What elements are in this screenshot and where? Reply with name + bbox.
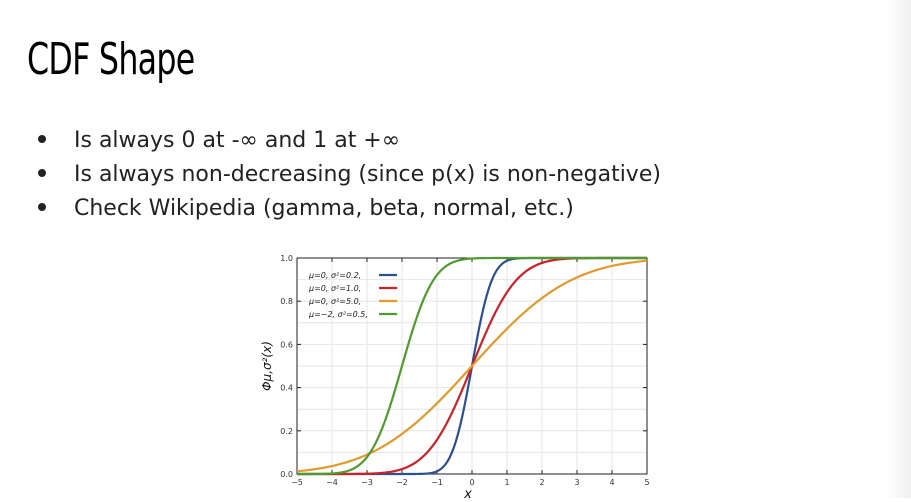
page-title: CDF Shape — [27, 34, 195, 85]
x-tick-label: 4 — [609, 478, 614, 487]
y-tick-label: 0.2 — [280, 427, 293, 436]
bullet-text: Is always 0 at -∞ and 1 at +∞ — [74, 128, 401, 153]
y-axis-label: Φμ,σ²(x) — [260, 341, 274, 391]
x-tick-label: 5 — [644, 478, 649, 487]
slide-edge-shadow — [887, 0, 911, 498]
legend-entry-label: μ=0, σ²=5.0, — [308, 297, 361, 306]
cdf-chart-svg: −5 −4 −3 −2 −1 0 1 2 3 4 5 0.0 0.2 0.4 0.6 0.8 1.0 x Φμ,σ²… — [260, 254, 650, 502]
x-tick-label: 0 — [469, 478, 474, 487]
y-tick-label: 1.0 — [280, 254, 293, 263]
x-tick-label: −4 — [326, 478, 338, 487]
x-axis-label: x — [463, 487, 472, 498]
legend-entry-label: μ=0, σ²=1.0, — [308, 284, 361, 293]
y-tick-label: 0.8 — [280, 297, 293, 306]
bullet-item: Is always 0 at -∞ and 1 at +∞ — [36, 126, 661, 160]
x-tick-label: −1 — [431, 478, 443, 487]
y-tick-label: 0.6 — [280, 340, 293, 349]
x-tick-label: 1 — [504, 478, 509, 487]
bullet-text: Check Wikipedia (gamma, beta, normal, et… — [74, 196, 574, 221]
bullet-dot-icon — [38, 203, 46, 211]
series-line — [296, 259, 648, 473]
legend-entry-label: μ=−2, σ²=0.5, — [308, 310, 368, 319]
bullet-dot-icon — [38, 135, 46, 143]
series-line — [297, 256, 647, 476]
x-tick-label: −2 — [396, 478, 408, 487]
bullet-dot-icon — [38, 169, 46, 177]
y-tick-label: 0.4 — [280, 384, 293, 393]
legend-entry-label: μ=0, σ²=0.2, — [308, 271, 361, 280]
bullet-item: Check Wikipedia (gamma, beta, normal, et… — [36, 194, 661, 228]
y-tick-label: 0.0 — [280, 470, 293, 479]
bullet-text: Is always non-decreasing (since p(x) is … — [74, 162, 661, 187]
cdf-chart: −5 −4 −3 −2 −1 0 1 2 3 4 5 0.0 0.2 0.4 0.6 0.8 1.0 x Φμ,σ²… — [255, 252, 655, 502]
bullet-list: Is always 0 at -∞ and 1 at +∞ Is always … — [36, 126, 661, 228]
x-tick-label: −3 — [361, 478, 373, 487]
x-tick-label: 2 — [539, 478, 544, 487]
bullet-item: Is always non-decreasing (since p(x) is … — [36, 160, 661, 194]
x-tick-label: −5 — [291, 478, 303, 487]
x-tick-label: 3 — [574, 478, 579, 487]
